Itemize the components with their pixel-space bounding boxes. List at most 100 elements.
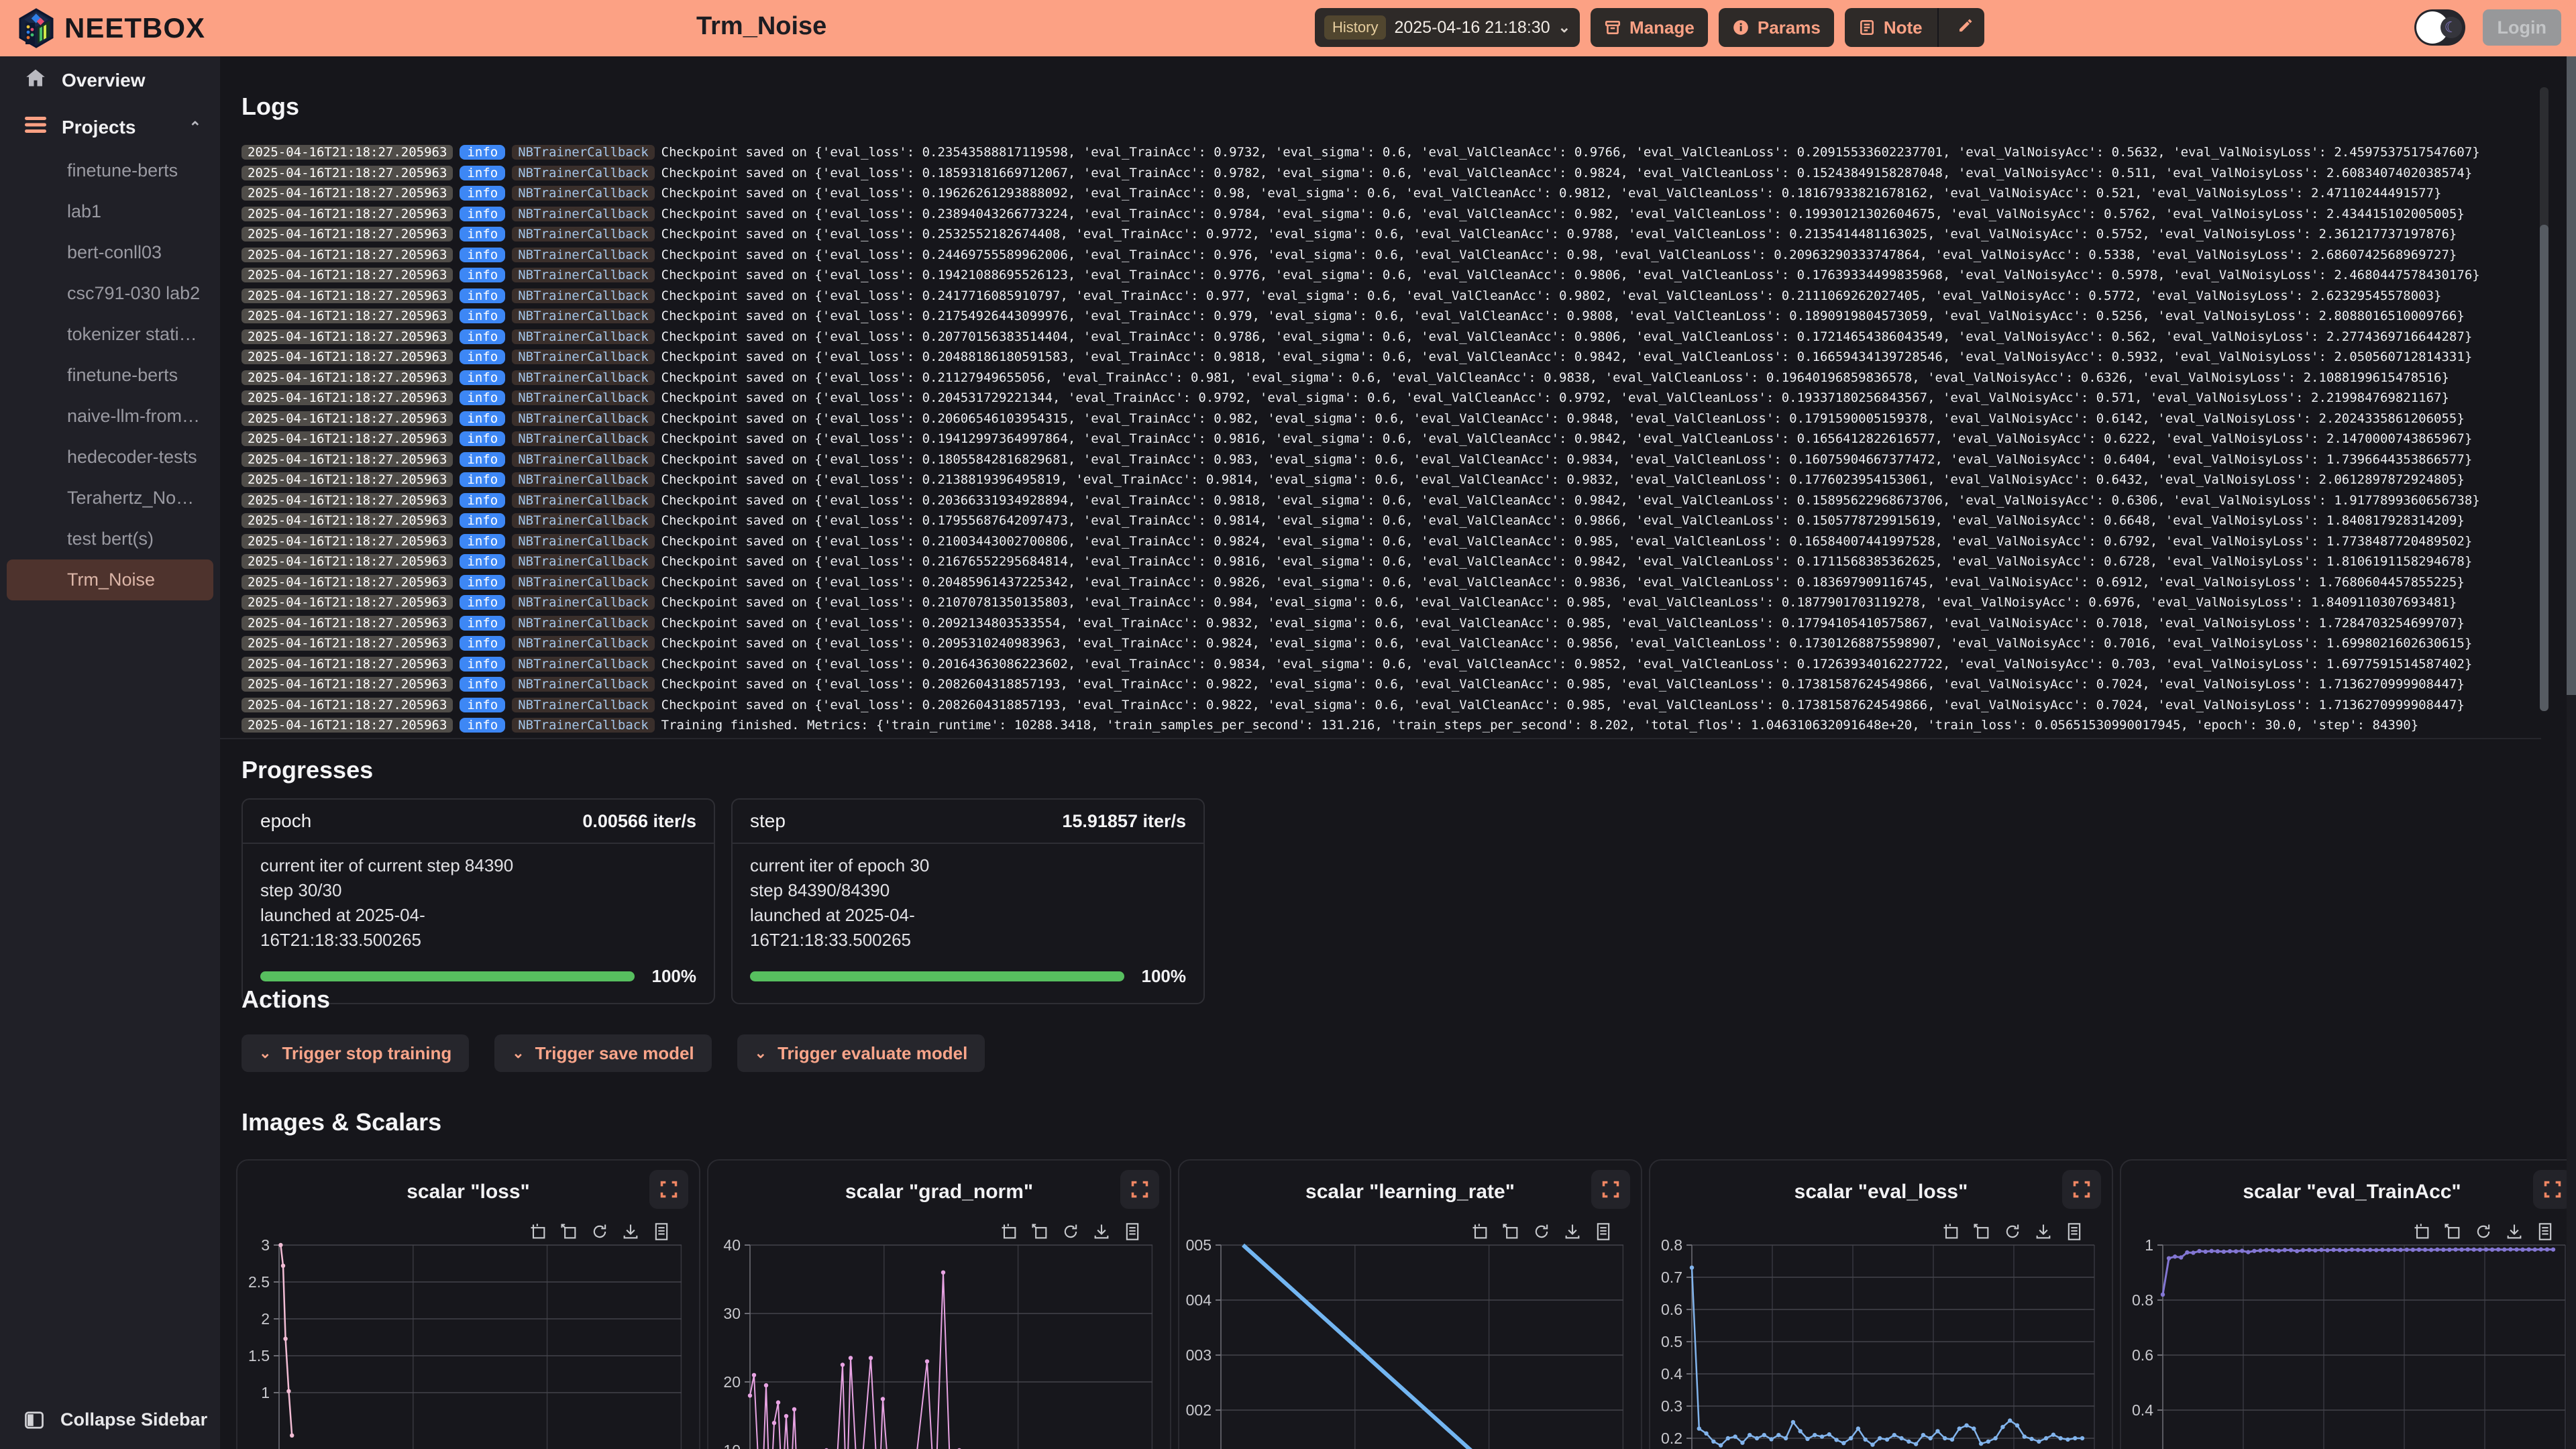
log-timestamp: 2025-04-16T21:18:27.205963 <box>241 615 453 631</box>
log-file-icon[interactable] <box>1594 1222 1613 1244</box>
collapse-sidebar-button[interactable]: Collapse Sidebar <box>0 1409 207 1430</box>
log-row: 2025-04-16T21:18:27.205963 info NBTrainerC… <box>241 224 2556 244</box>
refresh-icon[interactable] <box>1061 1222 1080 1244</box>
neetbox-logo-icon <box>19 8 54 48</box>
params-label: Params <box>1757 17 1821 38</box>
log-module-badge: NBTrainerCallback <box>512 554 655 569</box>
log-level-badge: info <box>460 165 506 180</box>
log-file-icon[interactable] <box>1123 1222 1142 1244</box>
log-module-badge: NBTrainerCallback <box>512 411 655 426</box>
sidebar-project-item[interactable]: lab1 <box>67 201 102 221</box>
log-message: Checkpoint saved on {'eval_loss': 0.2175… <box>661 309 2465 323</box>
page-scrollbar-track[interactable] <box>2567 56 2576 1449</box>
logo[interactable]: NEETBOX <box>17 8 205 48</box>
chart-plot-area[interactable]: 005004003002001 <box>1179 1228 1641 1449</box>
download-icon[interactable] <box>1092 1222 1111 1244</box>
log-module-badge: NBTrainerCallback <box>512 718 655 733</box>
zoom-reset-icon[interactable] <box>559 1222 578 1244</box>
sidebar-project-item[interactable]: bert-conll03 <box>67 242 162 262</box>
download-icon[interactable] <box>621 1222 640 1244</box>
crop-zoom-icon[interactable] <box>2412 1222 2431 1244</box>
refresh-icon[interactable] <box>590 1222 609 1244</box>
log-row: 2025-04-16T21:18:27.205963 info NBTrainerC… <box>241 511 2556 531</box>
page-scrollbar-thumb[interactable] <box>2567 56 2576 695</box>
zoom-reset-icon[interactable] <box>1501 1222 1520 1244</box>
sidebar-project-item[interactable]: finetune-berts <box>67 365 178 385</box>
sidebar-project-item[interactable]: finetune-berts <box>67 160 178 180</box>
theme-toggle[interactable]: ☾ <box>2414 9 2465 46</box>
sidebar-item-overview[interactable]: Overview <box>0 56 220 104</box>
progress-rate: 15.91857 iter/s <box>1062 810 1186 831</box>
download-icon[interactable] <box>2505 1222 2524 1244</box>
log-level-badge: info <box>460 431 506 446</box>
trigger-stop-training-button[interactable]: ⌄ Trigger stop training <box>241 1034 470 1072</box>
sidebar-project-item[interactable]: Trm_Noise <box>7 559 213 600</box>
progresses-heading: Progresses <box>241 756 374 784</box>
log-row: 2025-04-16T21:18:27.205963 info NBTrainerC… <box>241 347 2556 367</box>
download-icon[interactable] <box>1563 1222 1582 1244</box>
download-icon[interactable] <box>2034 1222 2053 1244</box>
log-file-icon[interactable] <box>2065 1222 2084 1244</box>
expand-button[interactable] <box>2533 1170 2572 1209</box>
history-select[interactable]: History 2025-04-16 21:18:30 ⌄ <box>1315 8 1580 47</box>
log-message: Checkpoint saved on {'eval_loss': 0.2532… <box>661 227 2457 241</box>
refresh-icon[interactable] <box>2003 1222 2022 1244</box>
chart-plot-area[interactable]: 3 2.5 2 1.5 1 <box>237 1228 699 1449</box>
expand-button[interactable] <box>1120 1170 1159 1209</box>
log-module-badge: NBTrainerCallback <box>512 656 655 672</box>
log-scrollbar-track[interactable] <box>2540 87 2548 711</box>
refresh-icon[interactable] <box>1532 1222 1551 1244</box>
sidebar-project-item[interactable]: tokenizer statistics llama... <box>67 324 213 344</box>
sidebar: Overview Projects ⌃ finetune-berts lab1 be… <box>0 56 220 1449</box>
log-module-badge: NBTrainerCallback <box>512 513 655 528</box>
zoom-reset-icon[interactable] <box>1030 1222 1049 1244</box>
sidebar-item-projects[interactable]: Projects ⌃ <box>0 104 220 150</box>
crop-zoom-icon[interactable] <box>529 1222 547 1244</box>
edit-note-button[interactable] <box>1947 17 1984 38</box>
chart-plot-area[interactable]: 0.8 0.7 0.6 0.5 0.4 0.3 0.2 <box>1650 1228 2112 1449</box>
expand-button[interactable] <box>2062 1170 2101 1209</box>
svg-text:3: 3 <box>261 1236 270 1254</box>
log-module-badge: NBTrainerCallback <box>512 492 655 508</box>
zoom-reset-icon[interactable] <box>1972 1222 1991 1244</box>
trigger-save-model-button[interactable]: ⌄ Trigger save model <box>494 1034 712 1072</box>
progress-rate: 0.00566 iter/s <box>582 810 696 831</box>
log-row: 2025-04-16T21:18:27.205963 info NBTrainerC… <box>241 286 2556 306</box>
sidebar-project-item[interactable]: csc791-030 lab2 <box>67 283 201 303</box>
scalar-card-title: scalar "grad_norm" <box>845 1181 1034 1203</box>
sidebar-project-item[interactable]: hedecoder-tests <box>67 447 197 467</box>
log-message: Checkpoint saved on {'eval_loss': 0.2048… <box>661 574 2465 590</box>
crop-zoom-icon[interactable] <box>1941 1222 1960 1244</box>
sidebar-project-item[interactable]: naive-llm-from-scratch <box>67 406 213 426</box>
scalar-card-grad_norm: scalar "grad_norm" 40 30 20 10 <box>707 1159 1171 1449</box>
log-list[interactable]: 2025-04-16T21:18:27.205963 info NBTrainerC… <box>241 142 2556 736</box>
chart-plot-area[interactable]: 10.80.60.40.2 <box>2121 1228 2576 1449</box>
svg-text:0.7: 0.7 <box>1661 1269 1682 1286</box>
scalar-card-title: scalar "eval_loss" <box>1794 1181 1968 1203</box>
expand-button[interactable] <box>1591 1170 1630 1209</box>
log-scrollbar-thumb[interactable] <box>2540 225 2548 711</box>
crop-zoom-icon[interactable] <box>1470 1222 1489 1244</box>
login-button[interactable]: Login <box>2482 9 2561 46</box>
zoom-reset-icon[interactable] <box>2443 1222 2462 1244</box>
manage-button[interactable]: Manage <box>1591 8 1708 47</box>
params-button[interactable]: Params <box>1718 8 1834 47</box>
sidebar-project-item[interactable]: Terahertz_No22_Gl261_gl... <box>67 488 213 508</box>
crop-zoom-icon[interactable] <box>1000 1222 1018 1244</box>
log-timestamp: 2025-04-16T21:18:27.205963 <box>241 697 453 712</box>
log-timestamp: 2025-04-16T21:18:27.205963 <box>241 411 453 426</box>
refresh-icon[interactable] <box>2474 1222 2493 1244</box>
log-level-badge: info <box>460 370 506 385</box>
note-button[interactable]: Note <box>1844 8 1984 47</box>
log-file-icon[interactable] <box>2536 1222 2555 1244</box>
log-module-badge: NBTrainerCallback <box>512 186 655 201</box>
trigger-evaluate-model-button[interactable]: ⌄ Trigger evaluate model <box>737 1034 985 1072</box>
log-file-icon[interactable] <box>652 1222 671 1244</box>
sidebar-project-item[interactable]: test bert(s) <box>67 529 154 549</box>
chart-plot-area[interactable]: 40 30 20 10 <box>708 1228 1170 1449</box>
scalar-card-title: scalar "loss" <box>407 1181 530 1203</box>
expand-button[interactable] <box>649 1170 688 1209</box>
log-level-badge: info <box>460 677 506 692</box>
fullscreen-icon <box>2073 1181 2090 1198</box>
page-title: Trm_Noise <box>696 12 827 40</box>
